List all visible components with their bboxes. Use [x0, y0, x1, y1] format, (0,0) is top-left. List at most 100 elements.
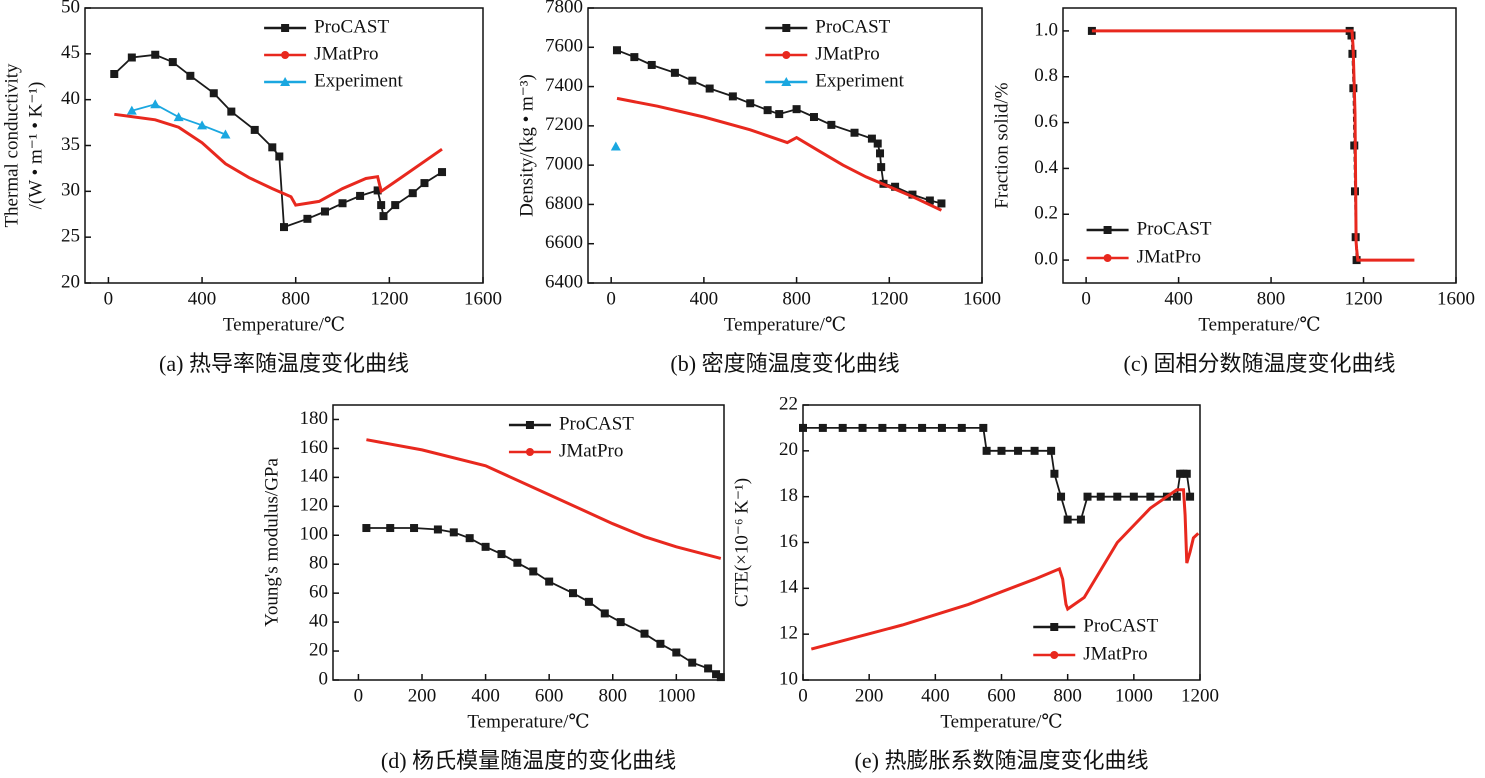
x-tick-label: 200 [855, 685, 884, 706]
marker [373, 186, 382, 195]
legend-marker [525, 421, 534, 429]
y-tick-label: 20 [779, 439, 798, 460]
marker [925, 196, 934, 205]
marker [391, 201, 400, 210]
plot-frame [587, 7, 983, 284]
caption: (e) 热膨胀系数随温度变化曲线 [855, 748, 1149, 773]
y-tick-label: 7000 [545, 154, 583, 175]
marker [481, 542, 490, 551]
marker [867, 134, 876, 143]
marker [688, 658, 697, 667]
legend-marker [1050, 623, 1059, 631]
series-line [803, 427, 1191, 521]
legend-label: JMatPro [815, 43, 879, 64]
marker [220, 129, 231, 139]
y-tick-label: 6800 [545, 193, 583, 214]
y-tick-label: 160 [300, 437, 329, 458]
panel: 0 200 400 600 800 1000 1200 10 12 14 16 18 20 22 Tempe… [731, 393, 1219, 773]
x-tick-label: 1200 [370, 288, 408, 309]
marker [838, 423, 847, 432]
y-tick-label: 60 [309, 582, 328, 603]
y-tick-label: 7600 [545, 36, 583, 57]
legend-marker [782, 51, 791, 59]
marker [1096, 492, 1105, 501]
marker [126, 105, 137, 115]
y-tick-label: 25 [61, 226, 80, 247]
y-tick-label: 40 [61, 88, 80, 109]
marker [529, 567, 538, 576]
marker [799, 423, 807, 432]
legend-marker [781, 77, 792, 86]
legend-label: ProCAST [815, 16, 890, 37]
marker [449, 528, 458, 537]
marker [616, 618, 625, 627]
marker [250, 125, 259, 134]
legend-label: ProCAST [559, 413, 634, 434]
x-tick-label: 1600 [963, 288, 1001, 309]
marker [728, 92, 737, 101]
y-tick-label: 140 [300, 466, 329, 487]
marker [303, 214, 312, 223]
y-axis-label: Density/(kg • m⁻³) [516, 74, 537, 217]
y-axis-label: Thermal conductivity [1, 63, 22, 228]
plot-frame [332, 404, 725, 681]
marker [1129, 492, 1138, 501]
y-tick-label: 45 [61, 42, 80, 63]
marker [513, 558, 522, 567]
y-tick-label: 120 [300, 495, 329, 516]
y-tick-label: 7800 [545, 0, 583, 17]
legend-label: JMatPro [1137, 246, 1201, 267]
y-tick-label: 20 [309, 639, 328, 660]
marker [775, 110, 784, 119]
plot-frame [84, 7, 484, 284]
x-tick-label: 1600 [1437, 288, 1475, 309]
x-tick-label: 1000 [657, 685, 695, 706]
y-tick-label: 100 [300, 524, 329, 545]
marker [716, 673, 725, 682]
x-axis-label: Temperature/℃ [467, 711, 589, 732]
marker [110, 70, 119, 78]
marker [957, 423, 966, 432]
x-tick-label: 200 [408, 685, 437, 706]
x-tick-label: 600 [535, 685, 564, 706]
y-tick-label: 1.0 [1034, 19, 1058, 40]
y-tick-label: 16 [779, 531, 798, 552]
marker [1182, 469, 1191, 478]
x-tick-label: 1000 [1115, 685, 1153, 706]
marker [186, 71, 195, 80]
marker [320, 207, 329, 216]
y-axis-label: Fraction solid/% [991, 82, 1012, 208]
legend-marker [281, 51, 290, 59]
marker [878, 423, 887, 432]
legend-label: ProCAST [314, 16, 389, 37]
marker [209, 89, 218, 98]
marker [670, 68, 679, 77]
marker [173, 112, 184, 122]
caption: (d) 杨氏模量随温度的变化曲线 [381, 748, 676, 773]
marker [379, 212, 388, 221]
legend-marker [1050, 651, 1059, 659]
series-line [1091, 29, 1415, 262]
marker [937, 199, 946, 208]
y-tick-label: 0.8 [1034, 65, 1058, 86]
marker [497, 550, 506, 559]
marker [433, 525, 442, 534]
marker [712, 670, 721, 679]
legend-label: ProCAST [1083, 615, 1158, 636]
x-tick-label: 400 [188, 288, 217, 309]
legend-marker [782, 24, 791, 32]
marker [1030, 446, 1039, 455]
marker [377, 201, 386, 210]
y-axis-label: /(W • m⁻¹ • K⁻¹) [25, 82, 46, 210]
marker [809, 113, 818, 122]
marker [1083, 492, 1092, 501]
plot-frame [802, 404, 1201, 681]
marker [898, 423, 907, 432]
y-tick-label: 0.6 [1034, 111, 1058, 132]
marker [891, 182, 900, 191]
y-tick-label: 6600 [545, 232, 583, 253]
marker [918, 423, 927, 432]
marker [792, 105, 801, 114]
plot-frame [1062, 7, 1457, 284]
y-axis-label: CTE(×10⁻⁶ K⁻¹) [731, 478, 752, 607]
